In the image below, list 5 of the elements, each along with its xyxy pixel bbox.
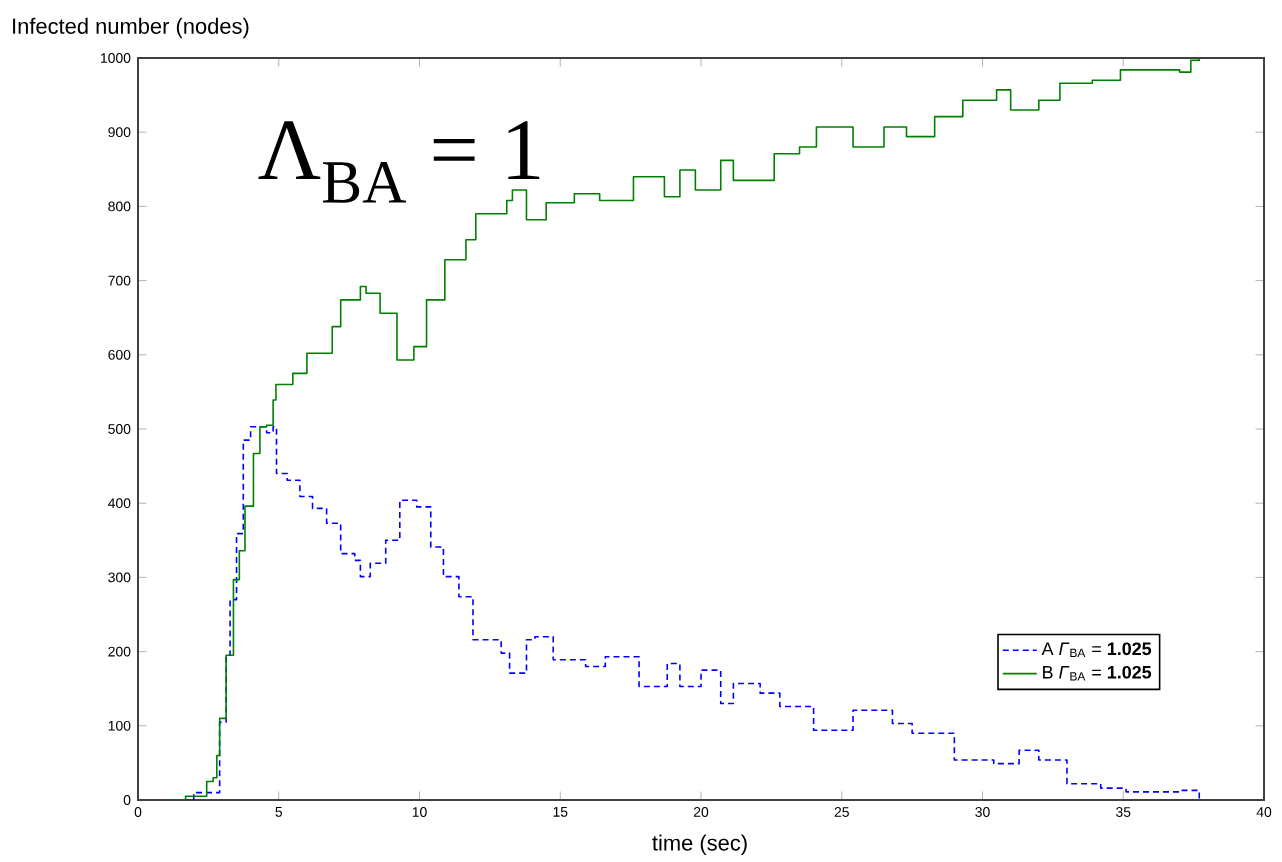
annotation: Λ$_{BA}$ = 1	[258, 121, 540, 203]
x-axis-title: time (sec)	[652, 834, 747, 855]
legend-label: B Γ$_{BA}$ = 1.025	[1043, 665, 1152, 681]
y-axis-title: Infected number (nodes)	[13, 17, 249, 39]
legend-label: A Γ$_{BA}$ = 1.025	[1041, 642, 1152, 657]
